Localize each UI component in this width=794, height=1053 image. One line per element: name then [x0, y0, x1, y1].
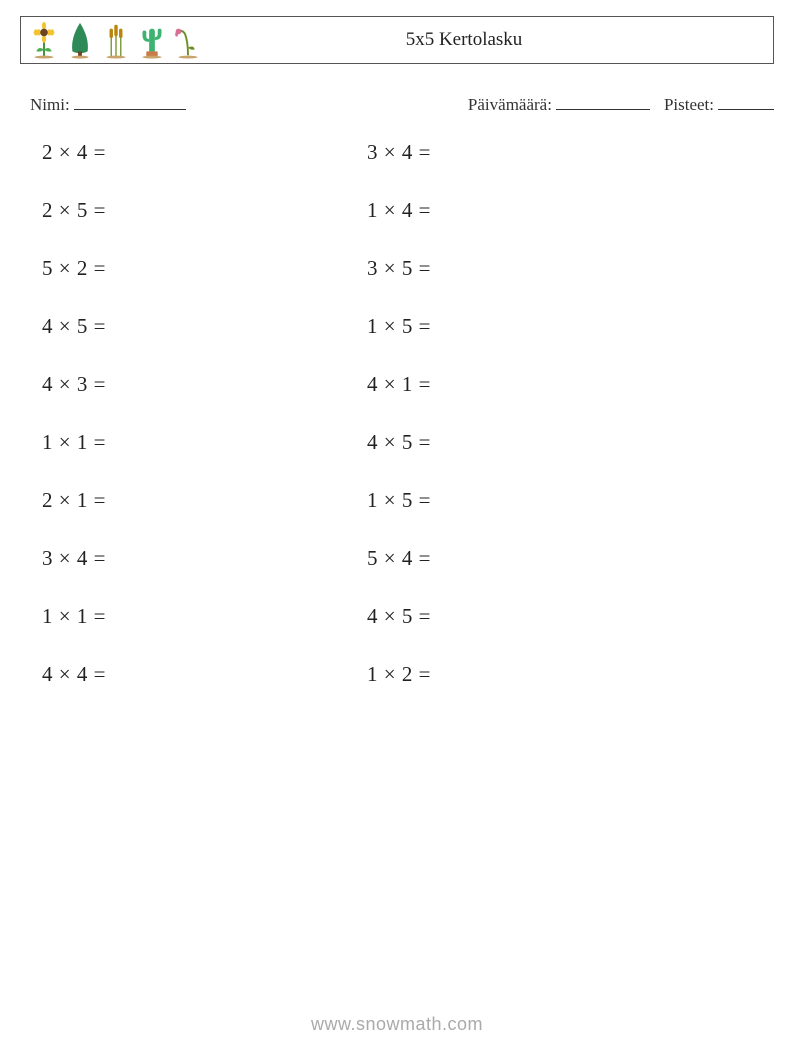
meta-right: Päivämäärä: Pisteet:	[468, 92, 774, 115]
score-label: Pisteet:	[664, 95, 714, 115]
problem: 4 × 5 =	[42, 314, 367, 339]
problem: 1 × 1 =	[42, 604, 367, 629]
sunflower-icon	[29, 21, 59, 59]
name-blank[interactable]	[74, 92, 186, 110]
problem: 1 × 2 =	[367, 662, 692, 687]
footer-watermark: www.snowmath.com	[0, 1014, 794, 1035]
header-icons	[29, 21, 203, 59]
problem: 5 × 4 =	[367, 546, 692, 571]
problems-column-2: 3 × 4 = 1 × 4 = 3 × 5 = 1 × 5 = 4 × 1 = 4 × 5…	[367, 140, 692, 687]
date-blank[interactable]	[556, 92, 650, 110]
problem: 1 × 5 =	[367, 488, 692, 513]
problem: 3 × 5 =	[367, 256, 692, 281]
problem: 1 × 5 =	[367, 314, 692, 339]
wilted-flower-icon	[173, 21, 203, 59]
problem: 1 × 1 =	[42, 430, 367, 455]
score-field: Pisteet:	[664, 92, 774, 115]
score-blank[interactable]	[718, 92, 774, 110]
problems-grid: 2 × 4 = 2 × 5 = 5 × 2 = 4 × 5 = 4 × 3 = 1 × 1…	[42, 140, 742, 687]
cactus-icon	[137, 21, 167, 59]
problem: 1 × 4 =	[367, 198, 692, 223]
header: 5x5 Kertolasku	[20, 16, 774, 64]
problem: 2 × 4 =	[42, 140, 367, 165]
reed-icon	[101, 21, 131, 59]
date-field: Päivämäärä:	[468, 92, 650, 115]
tree-icon	[65, 21, 95, 59]
problem: 4 × 5 =	[367, 430, 692, 455]
problem: 5 × 2 =	[42, 256, 367, 281]
problem: 3 × 4 =	[367, 140, 692, 165]
problem: 2 × 5 =	[42, 198, 367, 223]
problem: 3 × 4 =	[42, 546, 367, 571]
problem: 4 × 1 =	[367, 372, 692, 397]
problems-column-1: 2 × 4 = 2 × 5 = 5 × 2 = 4 × 5 = 4 × 3 = 1 × 1…	[42, 140, 367, 687]
problem: 4 × 5 =	[367, 604, 692, 629]
meta-row: Nimi: Päivämäärä: Pisteet:	[30, 92, 774, 115]
name-field: Nimi:	[30, 92, 186, 115]
problem: 4 × 3 =	[42, 372, 367, 397]
problem: 2 × 1 =	[42, 488, 367, 513]
worksheet-title: 5x5 Kertolasku	[203, 29, 765, 51]
date-label: Päivämäärä:	[468, 95, 552, 115]
worksheet-page: 5x5 Kertolasku Nimi: Päivämäärä: Pisteet…	[0, 0, 794, 1053]
name-label: Nimi:	[30, 95, 70, 115]
problem: 4 × 4 =	[42, 662, 367, 687]
